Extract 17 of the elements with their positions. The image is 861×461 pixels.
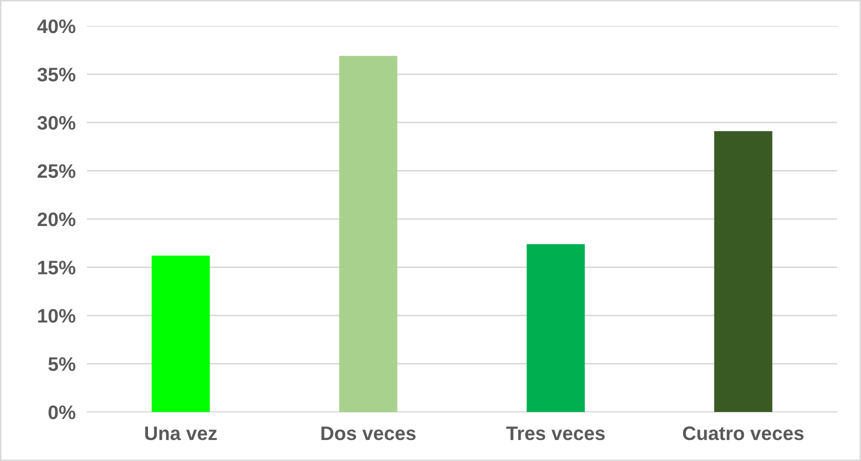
bar xyxy=(714,131,772,412)
y-tick-label: 25% xyxy=(38,164,76,178)
x-tick-label: Una vez xyxy=(145,426,217,440)
x-tick-label: Tres veces xyxy=(506,426,605,440)
bar xyxy=(526,244,585,412)
bar xyxy=(339,56,398,412)
y-tick-label: 0% xyxy=(48,405,76,420)
bar xyxy=(152,256,210,412)
y-tick-label: 5% xyxy=(48,357,76,371)
y-tick-label: 30% xyxy=(37,116,76,130)
y-tick-label: 40% xyxy=(37,19,76,34)
y-tick-label: 20% xyxy=(38,212,76,226)
y-tick-label: 15% xyxy=(38,260,76,274)
y-tick-label: 35% xyxy=(37,68,76,82)
y-tick-label: 10% xyxy=(38,308,76,323)
x-tick-label: Dos veces xyxy=(321,426,416,440)
x-tick-label: Cuatro veces xyxy=(682,426,804,440)
